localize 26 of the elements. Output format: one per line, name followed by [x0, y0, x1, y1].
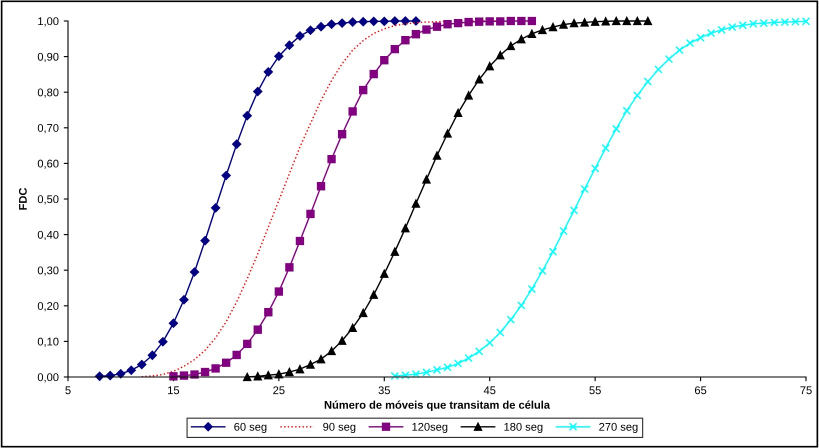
y-tick-label: 0,10	[38, 338, 59, 347]
x-tick-label: 35	[378, 386, 390, 394]
x-tick-label: 15	[168, 386, 180, 394]
y-tick-label: 0,50	[38, 195, 59, 204]
y-tick-label: 1,00	[38, 17, 59, 26]
legend-label: 180 seg	[504, 422, 542, 433]
y-tick-label: 0,20	[38, 302, 59, 312]
y-tick-label: 0,40	[38, 230, 59, 240]
x-tick-label: 45	[484, 386, 496, 394]
x-tick-label: 75	[800, 386, 812, 394]
y-tick-label: 0,90	[38, 52, 59, 62]
legend-label: 90 seg	[323, 422, 356, 433]
legend-label: 120seg	[412, 422, 448, 433]
y-tick-label: 0,80	[38, 88, 59, 98]
x-tick-label: 25	[273, 386, 285, 394]
x-tick-label: 65	[694, 386, 706, 394]
y-tick-label: 0,00	[38, 373, 59, 382]
x-axis-title: Número de móveis que transitam de célula	[324, 400, 550, 412]
legend-label: 60 seg	[234, 422, 266, 433]
y-tick-label: 0,70	[38, 124, 59, 134]
y-tick-label: 0,60	[38, 160, 59, 169]
y-axis-title: FDC	[18, 188, 27, 210]
x-tick-label: 55	[589, 386, 601, 394]
x-tick-label: 5	[65, 386, 71, 394]
legend-label: 270 seg	[599, 422, 638, 433]
y-tick-label: 0,30	[38, 266, 59, 276]
